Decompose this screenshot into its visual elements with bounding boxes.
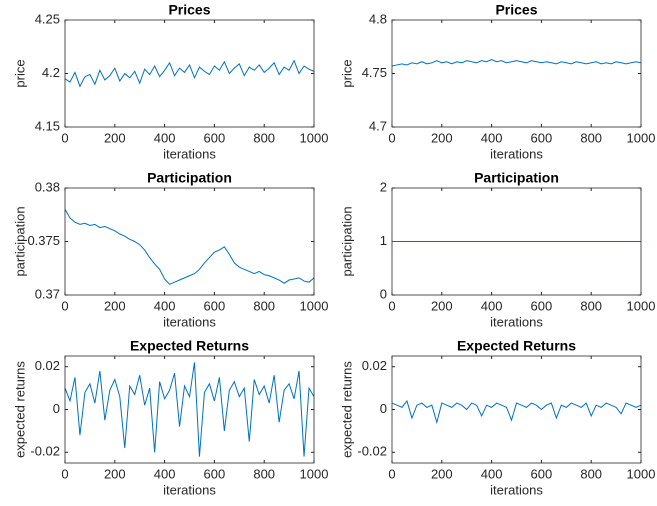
x-tick-label: 400 — [154, 466, 176, 481]
axes-box — [391, 187, 642, 296]
y-tick-label: -0.02 — [30, 444, 60, 459]
x-tick-label: 600 — [204, 298, 226, 313]
x-tick-label: 800 — [253, 298, 275, 313]
axes-box — [64, 187, 315, 296]
y-tick-label: 0.38 — [35, 179, 60, 194]
axes-box — [64, 19, 315, 128]
x-tick-label: 600 — [531, 466, 553, 481]
x-tick-label: 0 — [388, 298, 395, 313]
y-axis-label: participation — [12, 206, 27, 276]
x-tick-label: 400 — [481, 130, 503, 145]
x-tick-label: 600 — [204, 466, 226, 481]
x-tick-label: 200 — [104, 130, 126, 145]
y-tick-label: 4.75 — [362, 65, 387, 80]
chart-title: Prices — [168, 2, 210, 18]
chart-title: Expected Returns — [457, 338, 576, 354]
x-tick-label: 200 — [431, 130, 453, 145]
x-tick-label: 0 — [61, 298, 68, 313]
y-axis-label: expected returns — [339, 361, 354, 458]
y-axis-label: price — [12, 59, 27, 87]
x-tick-label: 600 — [531, 130, 553, 145]
y-tick-label: 4.25 — [35, 11, 60, 26]
x-tick-label: 200 — [104, 298, 126, 313]
y-tick-label: 0.37 — [35, 286, 60, 301]
x-tick-label: 1000 — [627, 298, 656, 313]
x-tick-label: 400 — [481, 298, 503, 313]
x-axis-label: iterations — [490, 482, 543, 497]
x-tick-label: 600 — [204, 130, 226, 145]
y-axis-label: expected returns — [12, 361, 27, 458]
data-line — [64, 59, 315, 88]
data-line — [64, 209, 315, 285]
y-tick-label: 0.375 — [27, 233, 60, 248]
x-tick-label: 400 — [154, 298, 176, 313]
x-axis-label: iterations — [163, 482, 216, 497]
x-tick-label: 1000 — [627, 130, 656, 145]
axes-background — [392, 20, 641, 127]
x-axis-label: iterations — [163, 314, 216, 329]
x-axis-label: iterations — [490, 146, 543, 161]
x-tick-label: 1000 — [300, 130, 329, 145]
x-tick-label: 1000 — [300, 298, 329, 313]
y-tick-label: 4.8 — [369, 11, 387, 26]
x-tick-label: 800 — [253, 130, 275, 145]
y-tick-label: 2 — [380, 179, 387, 194]
x-axis-label: iterations — [163, 146, 216, 161]
x-axis-label: iterations — [490, 314, 543, 329]
x-tick-label: 800 — [580, 466, 602, 481]
x-tick-label: 400 — [481, 466, 503, 481]
chart-title: Prices — [495, 2, 537, 18]
x-tick-label: 200 — [431, 466, 453, 481]
x-tick-label: 0 — [61, 130, 68, 145]
axes-background — [65, 356, 314, 463]
axes-background — [392, 356, 641, 463]
x-tick-label: 800 — [580, 298, 602, 313]
x-tick-label: 600 — [531, 298, 553, 313]
chart-title: Participation — [147, 170, 232, 186]
y-tick-label: 0 — [380, 286, 387, 301]
y-tick-label: 4.7 — [369, 118, 387, 133]
y-axis-label: participation — [339, 206, 354, 276]
x-tick-label: 800 — [580, 130, 602, 145]
axes-background — [65, 20, 314, 127]
y-tick-label: 4.2 — [42, 65, 60, 80]
chart-title: Expected Returns — [130, 338, 249, 354]
x-tick-label: 0 — [388, 130, 395, 145]
x-tick-label: 0 — [61, 466, 68, 481]
axes-box — [391, 355, 642, 464]
x-tick-label: 400 — [154, 130, 176, 145]
data-line — [391, 59, 642, 67]
y-tick-label: 0.02 — [35, 358, 60, 373]
y-tick-label: -0.02 — [357, 444, 387, 459]
x-tick-label: 0 — [388, 466, 395, 481]
x-tick-label: 800 — [253, 466, 275, 481]
x-tick-label: 1000 — [627, 466, 656, 481]
chart-title: Participation — [474, 170, 559, 186]
x-tick-label: 200 — [104, 466, 126, 481]
y-tick-label: 4.15 — [35, 118, 60, 133]
axes-box — [391, 19, 642, 128]
y-tick-label: 0 — [53, 401, 60, 416]
data-line — [64, 362, 315, 457]
y-tick-label: 0 — [380, 401, 387, 416]
y-tick-label: 1 — [380, 233, 387, 248]
axes-box — [64, 355, 315, 464]
data-line — [391, 399, 642, 425]
x-tick-label: 200 — [431, 298, 453, 313]
y-tick-label: 0.02 — [362, 358, 387, 373]
y-axis-label: price — [339, 59, 354, 87]
x-tick-label: 1000 — [300, 466, 329, 481]
